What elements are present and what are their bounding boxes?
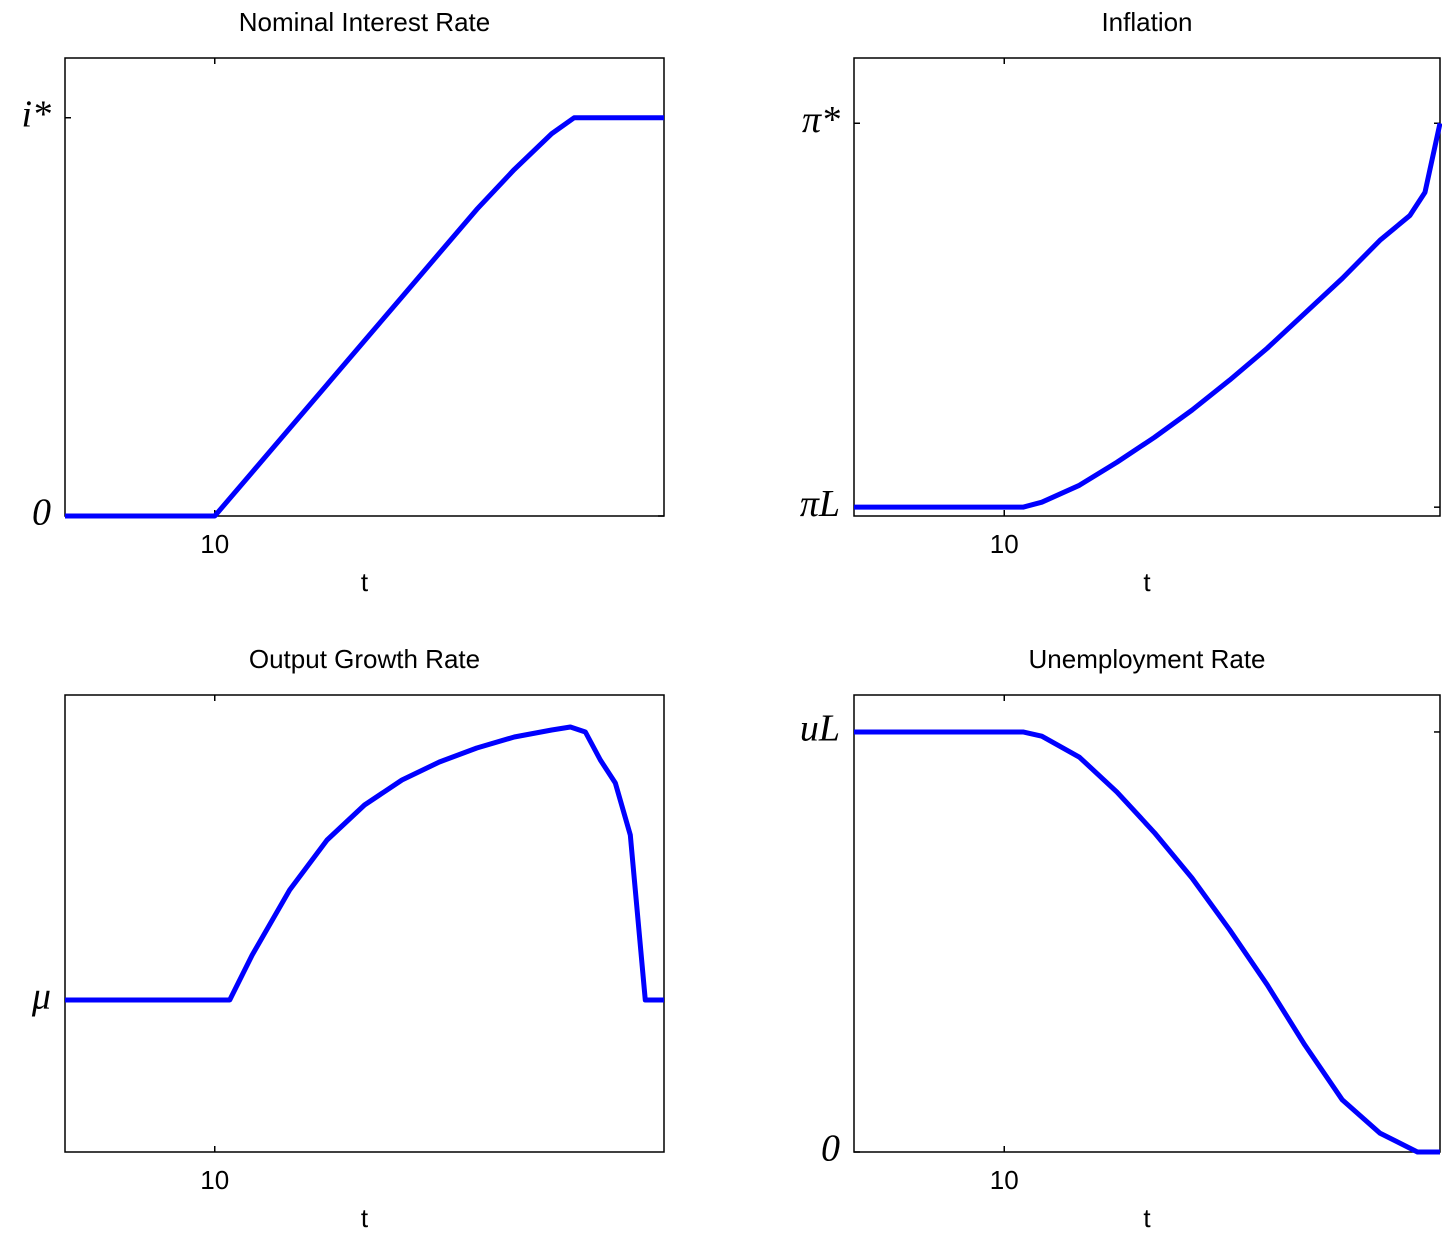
data-line <box>65 115 664 519</box>
chart-title: Unemployment Rate <box>1029 644 1266 674</box>
data-line <box>854 122 1442 510</box>
axes-box <box>853 57 1441 517</box>
x-tick-label: 10 <box>990 1165 1019 1195</box>
y-tick-label: μ <box>31 976 51 1018</box>
x-axis-label: t <box>1143 1203 1151 1233</box>
chart-title: Inflation <box>1101 7 1192 37</box>
x-axis-label: t <box>1143 567 1151 597</box>
data-line <box>854 729 1440 1155</box>
axes-box <box>853 694 1441 1153</box>
x-tick-label: 10 <box>200 529 229 559</box>
y-tick-label: 0 <box>821 1128 840 1170</box>
chart-title: Output Growth Rate <box>249 644 480 674</box>
axes-box <box>64 57 665 517</box>
y-tick-label: i* <box>21 93 51 135</box>
y-tick-label: π* <box>802 99 840 141</box>
axes-box <box>64 694 665 1153</box>
x-axis-label: t <box>361 567 369 597</box>
data-line <box>65 724 664 1003</box>
y-tick-label: uL <box>800 708 840 750</box>
chart-title: Nominal Interest Rate <box>239 7 490 37</box>
y-tick-label: πL <box>800 483 840 525</box>
x-tick-label: 10 <box>990 529 1019 559</box>
x-tick-label: 10 <box>200 1165 229 1195</box>
y-tick-label: 0 <box>32 492 51 534</box>
x-axis-label: t <box>361 1203 369 1233</box>
